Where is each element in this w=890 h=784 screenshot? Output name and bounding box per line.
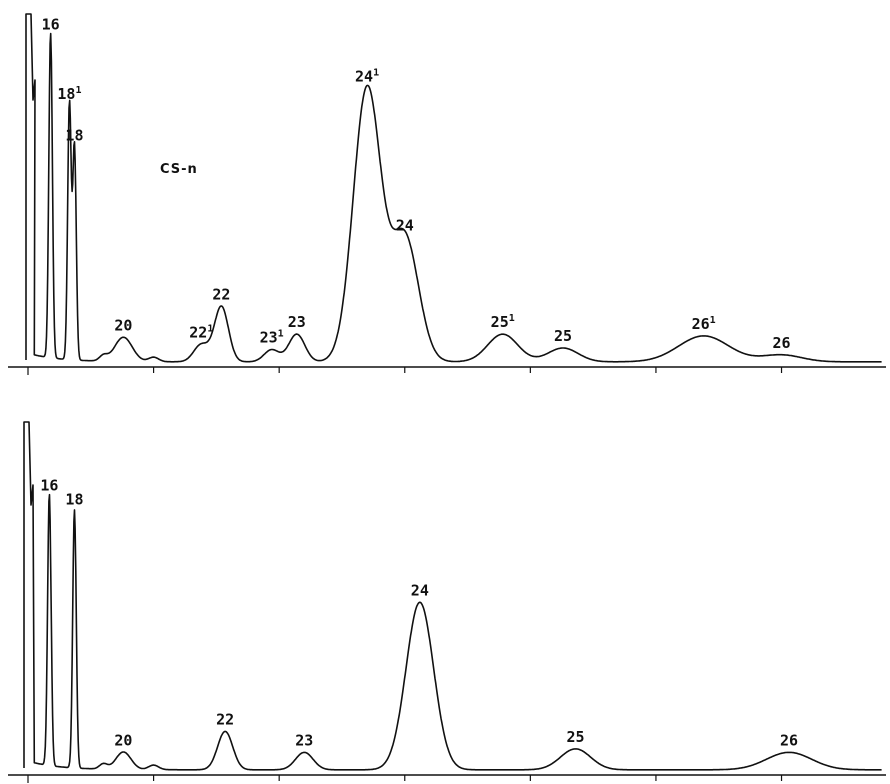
peak-label: 251: [491, 313, 515, 331]
peak-label: 20: [114, 317, 132, 335]
peak-label: 24: [396, 216, 414, 234]
peak-label: 25: [554, 327, 572, 345]
peak-label: 261: [692, 315, 716, 333]
peak-label: 23: [295, 731, 313, 749]
trace-line: [25, 13, 882, 363]
peak-label: 231: [260, 329, 284, 347]
peak-label: 22: [216, 710, 234, 728]
peak-label: 20: [114, 731, 132, 749]
peak-label: 241: [355, 68, 379, 86]
peak-label: 18: [65, 126, 83, 144]
peak-label: 22: [212, 285, 230, 303]
peak-label: 16: [40, 477, 58, 495]
peak-label: 24: [411, 581, 429, 599]
peak-label: 181: [57, 85, 81, 103]
trace-line: [23, 421, 882, 771]
peak-label: 16: [42, 16, 60, 34]
peak-label: 23: [288, 313, 306, 331]
chromatogram-bottom: 16 18 20 22 23 24 25 26: [8, 421, 886, 783]
chart-annotation: CS-n: [160, 162, 198, 177]
peak-label: 18: [65, 491, 83, 509]
peak-label: 25: [567, 728, 585, 746]
peak-label: 26: [780, 731, 798, 749]
peak-label: 26: [772, 334, 790, 352]
